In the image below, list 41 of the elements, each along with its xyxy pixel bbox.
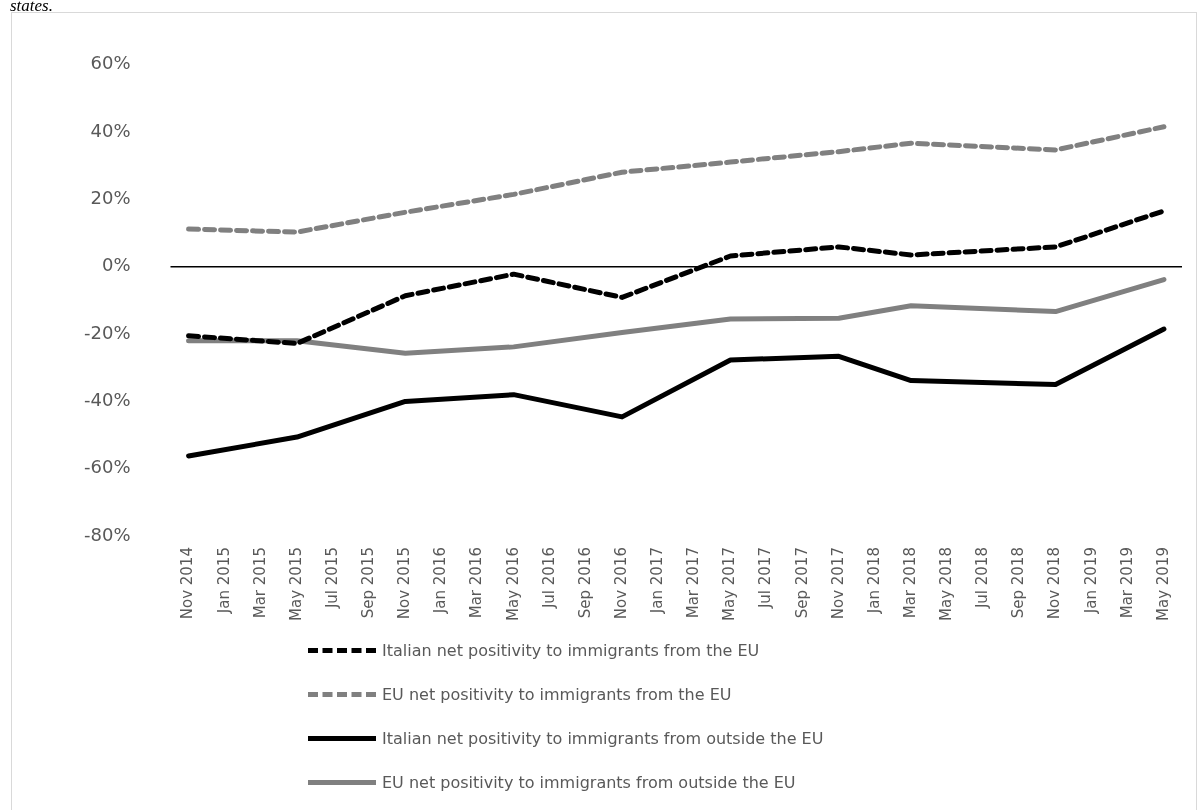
x-tick-label: Sep 2015 bbox=[359, 547, 378, 619]
x-tick-label: May 2016 bbox=[503, 547, 522, 621]
x-tick-label: Jul 2018 bbox=[973, 547, 992, 610]
x-tick-label: Nov 2016 bbox=[611, 547, 630, 620]
text: states. bbox=[10, 0, 53, 15]
x-tick-label: Mar 2017 bbox=[684, 547, 703, 619]
x-tick-label: Sep 2017 bbox=[792, 547, 811, 619]
x-tick-label: Jul 2017 bbox=[756, 547, 775, 610]
x-tick-label: Jan 2015 bbox=[214, 547, 233, 615]
y-tick-label: 40% bbox=[90, 119, 131, 141]
x-tick-label: Jan 2019 bbox=[1081, 547, 1100, 615]
x-tick-label: Sep 2018 bbox=[1009, 547, 1028, 619]
x-tick-label: Nov 2018 bbox=[1045, 547, 1064, 620]
legend-label: EU net positivity to immigrants from the EU bbox=[382, 684, 732, 704]
x-tick-label: Jul 2015 bbox=[322, 547, 341, 610]
x-tick-label: Nov 2014 bbox=[178, 547, 197, 620]
x-tick-label: May 2018 bbox=[937, 547, 956, 621]
y-tick-label: -80% bbox=[83, 523, 131, 545]
x-tick-label: May 2019 bbox=[1153, 547, 1172, 621]
x-tick-label: Mar 2018 bbox=[900, 547, 919, 619]
x-tick-label: May 2017 bbox=[720, 547, 739, 621]
x-tick-label: Mar 2015 bbox=[250, 547, 269, 619]
x-tick-label: Mar 2016 bbox=[467, 547, 486, 619]
x-tick-label: Sep 2016 bbox=[575, 547, 594, 619]
y-tick-label: 0% bbox=[101, 254, 131, 276]
x-tick-label: Jul 2016 bbox=[539, 547, 558, 610]
x-tick-label: Nov 2017 bbox=[828, 547, 847, 620]
x-tick-label: Jan 2018 bbox=[864, 547, 883, 615]
x-tick-label: Nov 2015 bbox=[395, 547, 414, 620]
y-tick-label: 20% bbox=[90, 187, 131, 209]
y-tick-label: -40% bbox=[83, 389, 131, 411]
legend-label: Italian net positivity to immigrants from outside the EU bbox=[382, 728, 824, 748]
y-tick-label: -60% bbox=[83, 456, 131, 478]
legend-label: Italian net positivity to immigrants from the EU bbox=[382, 640, 760, 660]
y-tick-label: 60% bbox=[90, 52, 131, 74]
legend-label: EU net positivity to immigrants from outside the EU bbox=[382, 772, 796, 792]
x-tick-label: Mar 2019 bbox=[1117, 547, 1136, 619]
x-tick-label: Jan 2016 bbox=[431, 547, 450, 615]
x-tick-label: Jan 2017 bbox=[648, 547, 667, 615]
x-tick-label: May 2015 bbox=[286, 547, 305, 621]
y-tick-label: -20% bbox=[83, 321, 131, 343]
